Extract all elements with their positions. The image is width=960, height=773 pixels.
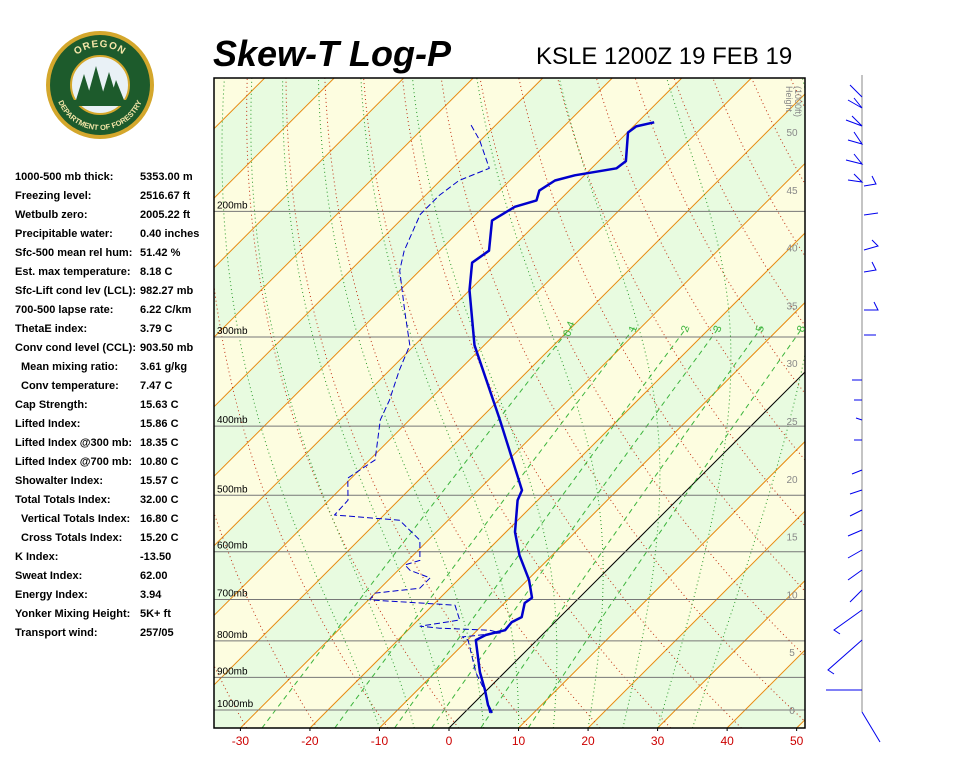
index-value: 3.94 <box>140 589 162 601</box>
index-label: Sfc-500 mean rel hum: <box>15 247 132 259</box>
pressure-label: 1000mb <box>217 699 254 710</box>
index-label: Est. max temperature: <box>15 266 131 278</box>
x-tick-label: 10 <box>512 734 526 748</box>
index-label: Wetbulb zero: <box>15 209 88 221</box>
index-label: Lifted Index @700 mb: <box>15 456 132 468</box>
dry-adiabat <box>946 78 960 728</box>
index-value: 15.57 C <box>140 475 179 487</box>
index-value: 3.61 g/kg <box>140 361 187 373</box>
index-label: Mean mixing ratio: <box>21 361 118 373</box>
height-tick-label: 20 <box>786 475 798 486</box>
index-label: ThetaE index: <box>15 323 87 335</box>
index-value: 982.27 mb <box>140 285 193 297</box>
pressure-label: 200mb <box>217 200 248 211</box>
x-tick-label: 30 <box>651 734 665 748</box>
x-tick-label: 20 <box>581 734 595 748</box>
index-label: K Index: <box>15 551 58 563</box>
isotherm <box>866 78 960 728</box>
pressure-label: 900mb <box>217 666 248 677</box>
x-tick-label: -10 <box>371 734 389 748</box>
index-value: 903.50 mb <box>140 342 193 354</box>
index-value: 0.40 inches <box>140 228 199 240</box>
index-value: 7.47 C <box>140 380 172 392</box>
index-value: 62.00 <box>140 570 168 582</box>
height-tick-label: 10 <box>786 590 798 601</box>
index-label: Freezing level: <box>15 190 91 202</box>
isotherm <box>797 78 960 728</box>
index-label: Total Totals Index: <box>15 494 111 506</box>
index-label: Conv temperature: <box>21 380 119 392</box>
pressure-label: 600mb <box>217 541 248 552</box>
index-label: Precipitable water: <box>15 228 113 240</box>
height-axis-label: Height <box>784 86 794 113</box>
x-tick-label: 0 <box>446 734 453 748</box>
indices-table: 1000-500 mb thick: 5353.00 m Freezing leve… <box>15 171 199 639</box>
x-tick-label: 40 <box>720 734 734 748</box>
height-tick-label: 45 <box>786 186 798 197</box>
height-tick-label: 5 <box>789 648 795 659</box>
index-value: 2005.22 ft <box>140 209 190 221</box>
index-value: 32.00 C <box>140 494 179 506</box>
dry-adiabat <box>829 78 960 728</box>
logo: OREGON DEPARTMENT OF FORESTRY <box>46 31 154 139</box>
index-value: -13.50 <box>140 551 171 563</box>
index-value: 2516.67 ft <box>140 190 190 202</box>
pressure-label: 300mb <box>217 326 248 337</box>
height-tick-label: 35 <box>786 301 798 312</box>
dry-adiabat <box>790 78 960 728</box>
height-tick-label: 40 <box>786 244 798 255</box>
x-tick-label: -30 <box>232 734 250 748</box>
index-label: Showalter Index: <box>15 475 103 487</box>
index-label: Cross Totals Index: <box>21 532 122 544</box>
index-label: Lifted Index @300 mb: <box>15 437 132 449</box>
height-tick-label: 0 <box>789 706 795 717</box>
chart-subtitle: KSLE 1200Z 19 FEB 19 <box>536 43 792 70</box>
index-value: 5353.00 m <box>140 171 193 183</box>
pressure-label: 700mb <box>217 588 248 599</box>
dry-adiabat <box>868 78 960 728</box>
index-label: Vertical Totals Index: <box>21 513 130 525</box>
index-value: 15.86 C <box>140 418 179 430</box>
index-value: 15.63 C <box>140 399 179 411</box>
index-value: 51.42 % <box>140 247 181 259</box>
index-value: 10.80 C <box>140 456 179 468</box>
pressure-label: 800mb <box>217 630 248 641</box>
x-tick-label: 50 <box>790 734 804 748</box>
height-tick-label: 15 <box>786 533 798 544</box>
chart-title: Skew-T Log-P <box>213 33 452 74</box>
pressure-label: 400mb <box>217 415 248 426</box>
index-value: 257/05 <box>140 627 174 639</box>
index-label: Cap Strength: <box>15 399 88 411</box>
index-label: Energy Index: <box>15 589 88 601</box>
index-label: Sfc-Lift cond lev (LCL): <box>15 285 136 297</box>
index-value: 8.18 C <box>140 266 172 278</box>
isotherm-band <box>797 78 960 728</box>
pressure-label: 500mb <box>217 484 248 495</box>
barb-foot <box>862 712 880 742</box>
index-value: 5K+ ft <box>140 608 171 620</box>
wind-barbs <box>826 75 880 742</box>
index-value: 18.35 C <box>140 437 179 449</box>
index-label: Conv cond level (CCL): <box>15 342 136 354</box>
index-label: Transport wind: <box>15 627 98 639</box>
index-label: Yonker Mixing Height: <box>15 608 130 620</box>
logo-ground <box>74 100 126 106</box>
height-tick-label: 50 <box>786 128 798 139</box>
index-label: Sweat Index: <box>15 570 82 582</box>
height-tick-label: 25 <box>786 417 798 428</box>
index-value: 16.80 C <box>140 513 179 525</box>
index-value: 3.79 C <box>140 323 172 335</box>
barbs-lower <box>826 380 862 690</box>
height-axis-label: (1000ft) <box>793 86 803 117</box>
height-tick-label: 30 <box>786 359 798 370</box>
index-label: 700-500 lapse rate: <box>15 304 113 316</box>
index-label: Lifted Index: <box>15 418 80 430</box>
index-value: 6.22 C/km <box>140 304 192 316</box>
x-tick-label: -20 <box>301 734 319 748</box>
index-label: 1000-500 mb thick: <box>15 171 113 183</box>
dry-adiabat <box>907 78 960 728</box>
index-value: 15.20 C <box>140 532 179 544</box>
